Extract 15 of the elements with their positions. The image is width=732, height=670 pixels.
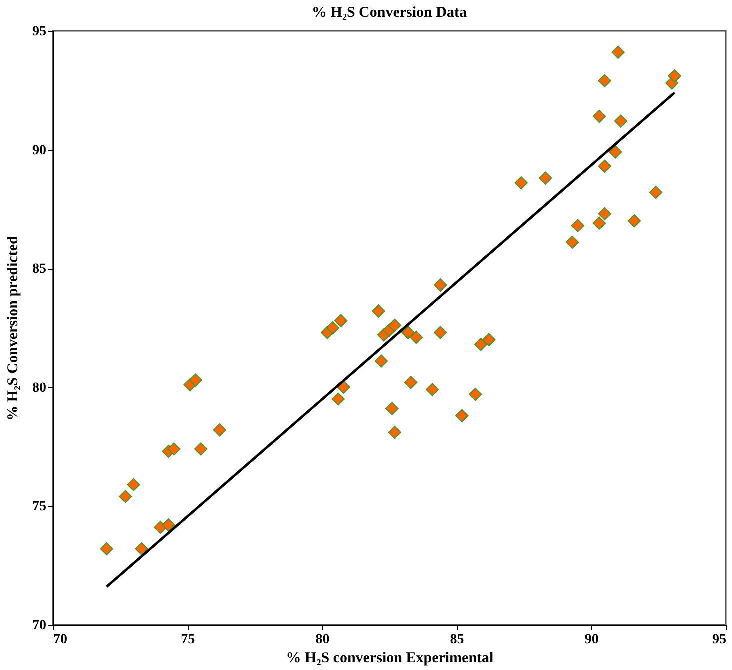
x-tick-label: 85 [450, 632, 464, 648]
y-tick-label: 90 [32, 143, 46, 158]
y-tick-label: 75 [32, 500, 46, 515]
y-tick-label: 95 [32, 24, 46, 40]
x-tick-label: 90 [584, 632, 599, 648]
y-tick-label: 70 [32, 618, 46, 634]
x-tick-label: 80 [316, 632, 330, 648]
chart-title: % H₂S Conversion Data [312, 5, 468, 21]
x-tick-label: 75 [181, 632, 196, 648]
x-tick-label: 95 [712, 632, 726, 648]
y-tick-label: 85 [32, 262, 46, 278]
x-axis-title: % H₂S conversion Experimental [286, 650, 494, 666]
y-tick-label: 80 [32, 380, 46, 396]
x-tick-label: 70 [54, 632, 68, 648]
y-axis-title: % H₂S Conversion predicted [6, 236, 22, 421]
